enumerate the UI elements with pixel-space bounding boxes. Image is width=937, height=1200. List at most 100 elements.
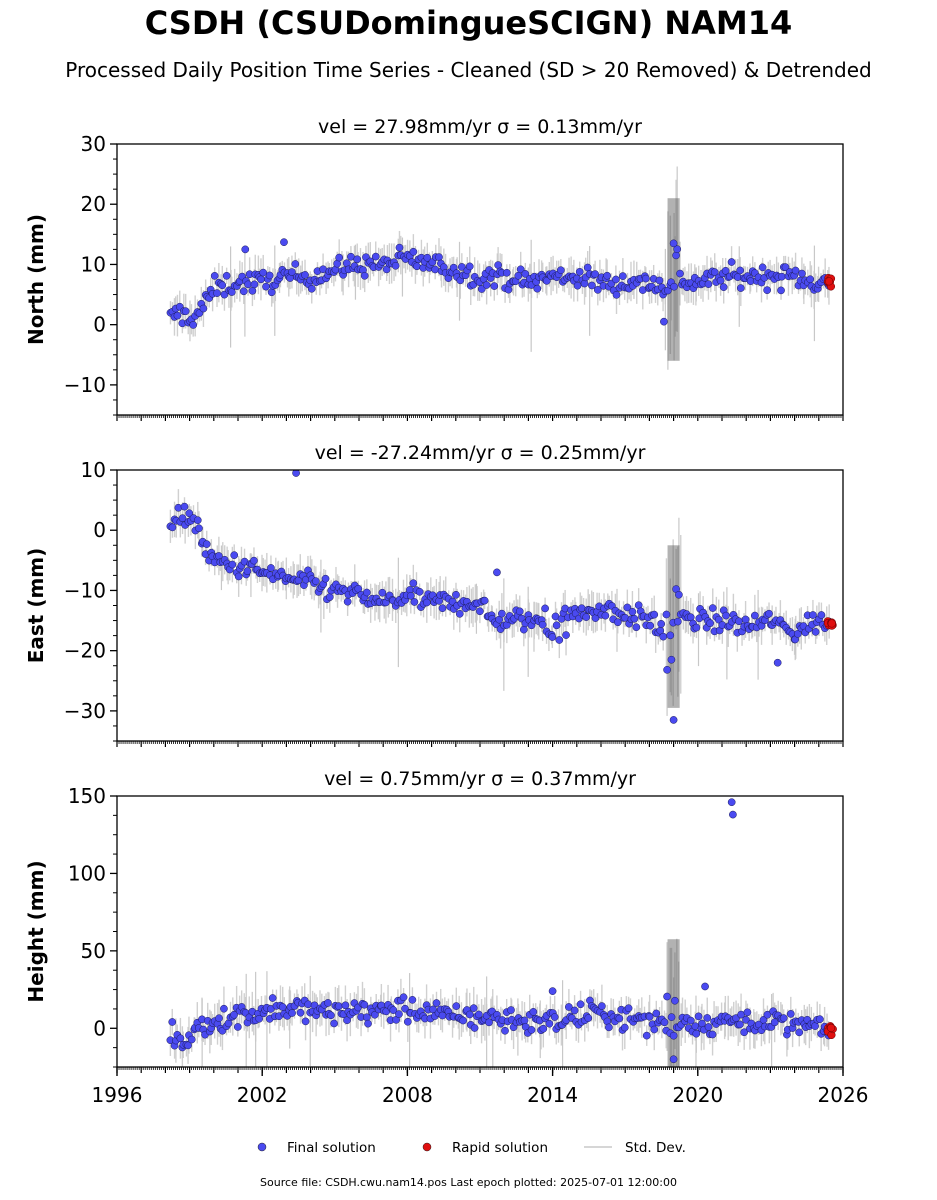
final-solution-point [736, 1020, 744, 1029]
x-tick-label: 2026 [818, 1083, 869, 1107]
final-solution-point [742, 1016, 750, 1024]
final-solution-point [415, 587, 424, 596]
final-solution-point [533, 284, 542, 293]
final-solution-point [335, 253, 344, 262]
final-solution-point [173, 311, 182, 320]
final-solution-point [660, 317, 668, 326]
y-tick-label: 50 [81, 939, 106, 963]
final-solution-point [321, 574, 330, 583]
final-solution-point [301, 271, 309, 279]
final-solution-point [482, 281, 491, 289]
final-solution-point [666, 631, 675, 640]
final-solution-point [548, 633, 557, 641]
final-solution-point [324, 999, 332, 1007]
final-solution-point [727, 798, 736, 807]
final-solution-point [673, 617, 682, 626]
legend-marker [422, 1142, 432, 1152]
final-solution-point [652, 1009, 661, 1018]
final-solution-point [257, 275, 265, 284]
final-solution-point [409, 579, 418, 588]
final-solution-point [519, 625, 528, 634]
final-solution-point [431, 265, 440, 274]
final-solution-point [514, 271, 523, 280]
final-solution-point [605, 1023, 613, 1032]
panel-2: vel = -27.24mm/yr σ = 0.25mm/yr East (mm)… [24, 442, 844, 747]
final-solution-point [645, 1012, 654, 1021]
y-axis-label: East (mm) [24, 548, 48, 664]
final-solution-point [296, 1008, 305, 1017]
final-solution-point [628, 607, 637, 616]
final-solution-point [793, 630, 802, 638]
final-solution-point [719, 283, 728, 291]
final-solution-point [233, 1023, 242, 1031]
final-solution-point [727, 258, 736, 266]
final-solution-point [469, 1004, 478, 1012]
data-layer [166, 166, 836, 370]
final-solution-point [806, 275, 815, 284]
final-solution-point [432, 999, 441, 1007]
final-solution-point [267, 564, 275, 572]
legend-label: Final solution [287, 1140, 376, 1156]
final-solution-point [485, 1018, 493, 1027]
final-solution-point [598, 1002, 606, 1010]
final-solution-point [811, 628, 820, 636]
final-solution-point [669, 239, 678, 248]
y-tick-label: −30 [64, 699, 106, 723]
final-solution-point [669, 716, 678, 724]
panel-title: vel = -27.24mm/yr σ = 0.25mm/yr [315, 442, 646, 464]
final-solution-point [250, 280, 259, 289]
final-solution-point [241, 245, 250, 254]
final-solution-point [541, 604, 549, 613]
final-solution-point [736, 266, 745, 275]
final-solution-point [378, 588, 387, 597]
final-solution-point [612, 275, 620, 284]
y-axis-label: North (mm) [24, 214, 48, 345]
final-solution-point [288, 268, 296, 276]
final-solution-point [516, 265, 525, 274]
final-solution-point [603, 271, 611, 280]
final-solution-point [304, 1000, 312, 1009]
final-solution-point [663, 665, 671, 674]
final-solution-point [185, 509, 194, 518]
final-solution-point [538, 620, 547, 629]
final-solution-point [307, 284, 316, 293]
final-solution-point [189, 321, 198, 329]
final-solution-point [181, 307, 190, 316]
legend: Final solution Rapid solution Std. Dev. [257, 1140, 686, 1156]
final-solution-point [624, 1004, 633, 1013]
final-solution-point [371, 1010, 379, 1019]
final-solution-point [280, 238, 288, 247]
final-solution-point [729, 810, 737, 819]
final-solution-point [577, 604, 586, 613]
final-solution-point [521, 270, 530, 278]
final-solution-point [423, 253, 432, 262]
final-solution-point [529, 1008, 538, 1016]
panel-title: vel = 0.75mm/yr σ = 0.37mm/yr [324, 768, 636, 790]
y-tick-label: 150 [68, 784, 106, 808]
final-solution-point [403, 1017, 412, 1026]
final-solution-point [311, 577, 320, 585]
final-solution-point [660, 1018, 669, 1027]
final-solution-point [243, 567, 252, 575]
legend-label: Std. Dev. [625, 1140, 686, 1156]
final-solution-point [220, 1004, 228, 1013]
final-solution-point [777, 272, 786, 281]
final-solution-point [632, 623, 641, 632]
rapid-solution-point [827, 1023, 836, 1032]
final-solution-point [291, 260, 300, 268]
final-solution-point [550, 1013, 559, 1021]
final-solution-point [716, 276, 725, 285]
final-solution-point [457, 263, 466, 271]
final-solution-point [556, 266, 565, 275]
final-solution-point [562, 631, 570, 639]
final-solution-point [704, 1023, 713, 1031]
y-tick-label: 30 [81, 132, 106, 156]
final-solution-point [389, 1006, 398, 1014]
final-solution-point [582, 613, 591, 621]
final-solution-point [641, 274, 650, 283]
final-solution-point [612, 290, 621, 299]
final-solution-point [360, 271, 369, 280]
final-solution-point [278, 1003, 287, 1011]
legend-item-1: Final solution [257, 1140, 376, 1156]
